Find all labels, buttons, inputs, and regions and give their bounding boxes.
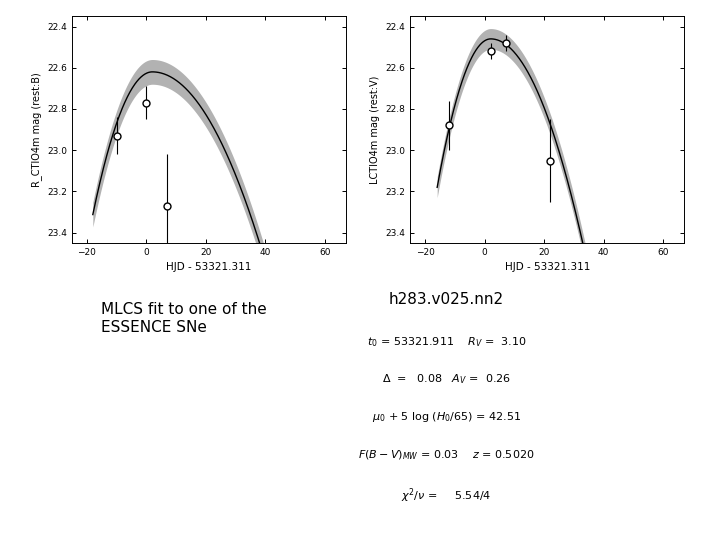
X-axis label: HJD - 53321.311: HJD - 53321.311 bbox=[166, 262, 251, 272]
Text: h283.v025.nn2: h283.v025.nn2 bbox=[389, 292, 504, 307]
Y-axis label: R_CTIO4m mag (rest:B): R_CTIO4m mag (rest:B) bbox=[31, 72, 42, 187]
Text: MLCS fit to one of the
ESSENCE SNe: MLCS fit to one of the ESSENCE SNe bbox=[101, 302, 266, 335]
Text: $F(B-V)_{MW}$ = 0.03    $z$ = 0.5020: $F(B-V)_{MW}$ = 0.03 $z$ = 0.5020 bbox=[358, 448, 535, 462]
X-axis label: HJD - 53321.311: HJD - 53321.311 bbox=[505, 262, 590, 272]
Text: $\mu_0$ + 5 log ($H_0$/65) = 42.51: $\mu_0$ + 5 log ($H_0$/65) = 42.51 bbox=[372, 410, 521, 424]
Text: $\chi^2/\nu$ =     5.54/4: $\chi^2/\nu$ = 5.54/4 bbox=[401, 486, 492, 504]
Text: $t_0$ = 53321.911    $R_V$ =  3.10: $t_0$ = 53321.911 $R_V$ = 3.10 bbox=[366, 335, 526, 349]
Y-axis label: LCTIO4m mag (rest:V): LCTIO4m mag (rest:V) bbox=[370, 76, 380, 184]
Text: $\Delta$  =   0.08   $A_V$ =  0.26: $\Delta$ = 0.08 $A_V$ = 0.26 bbox=[382, 373, 510, 387]
